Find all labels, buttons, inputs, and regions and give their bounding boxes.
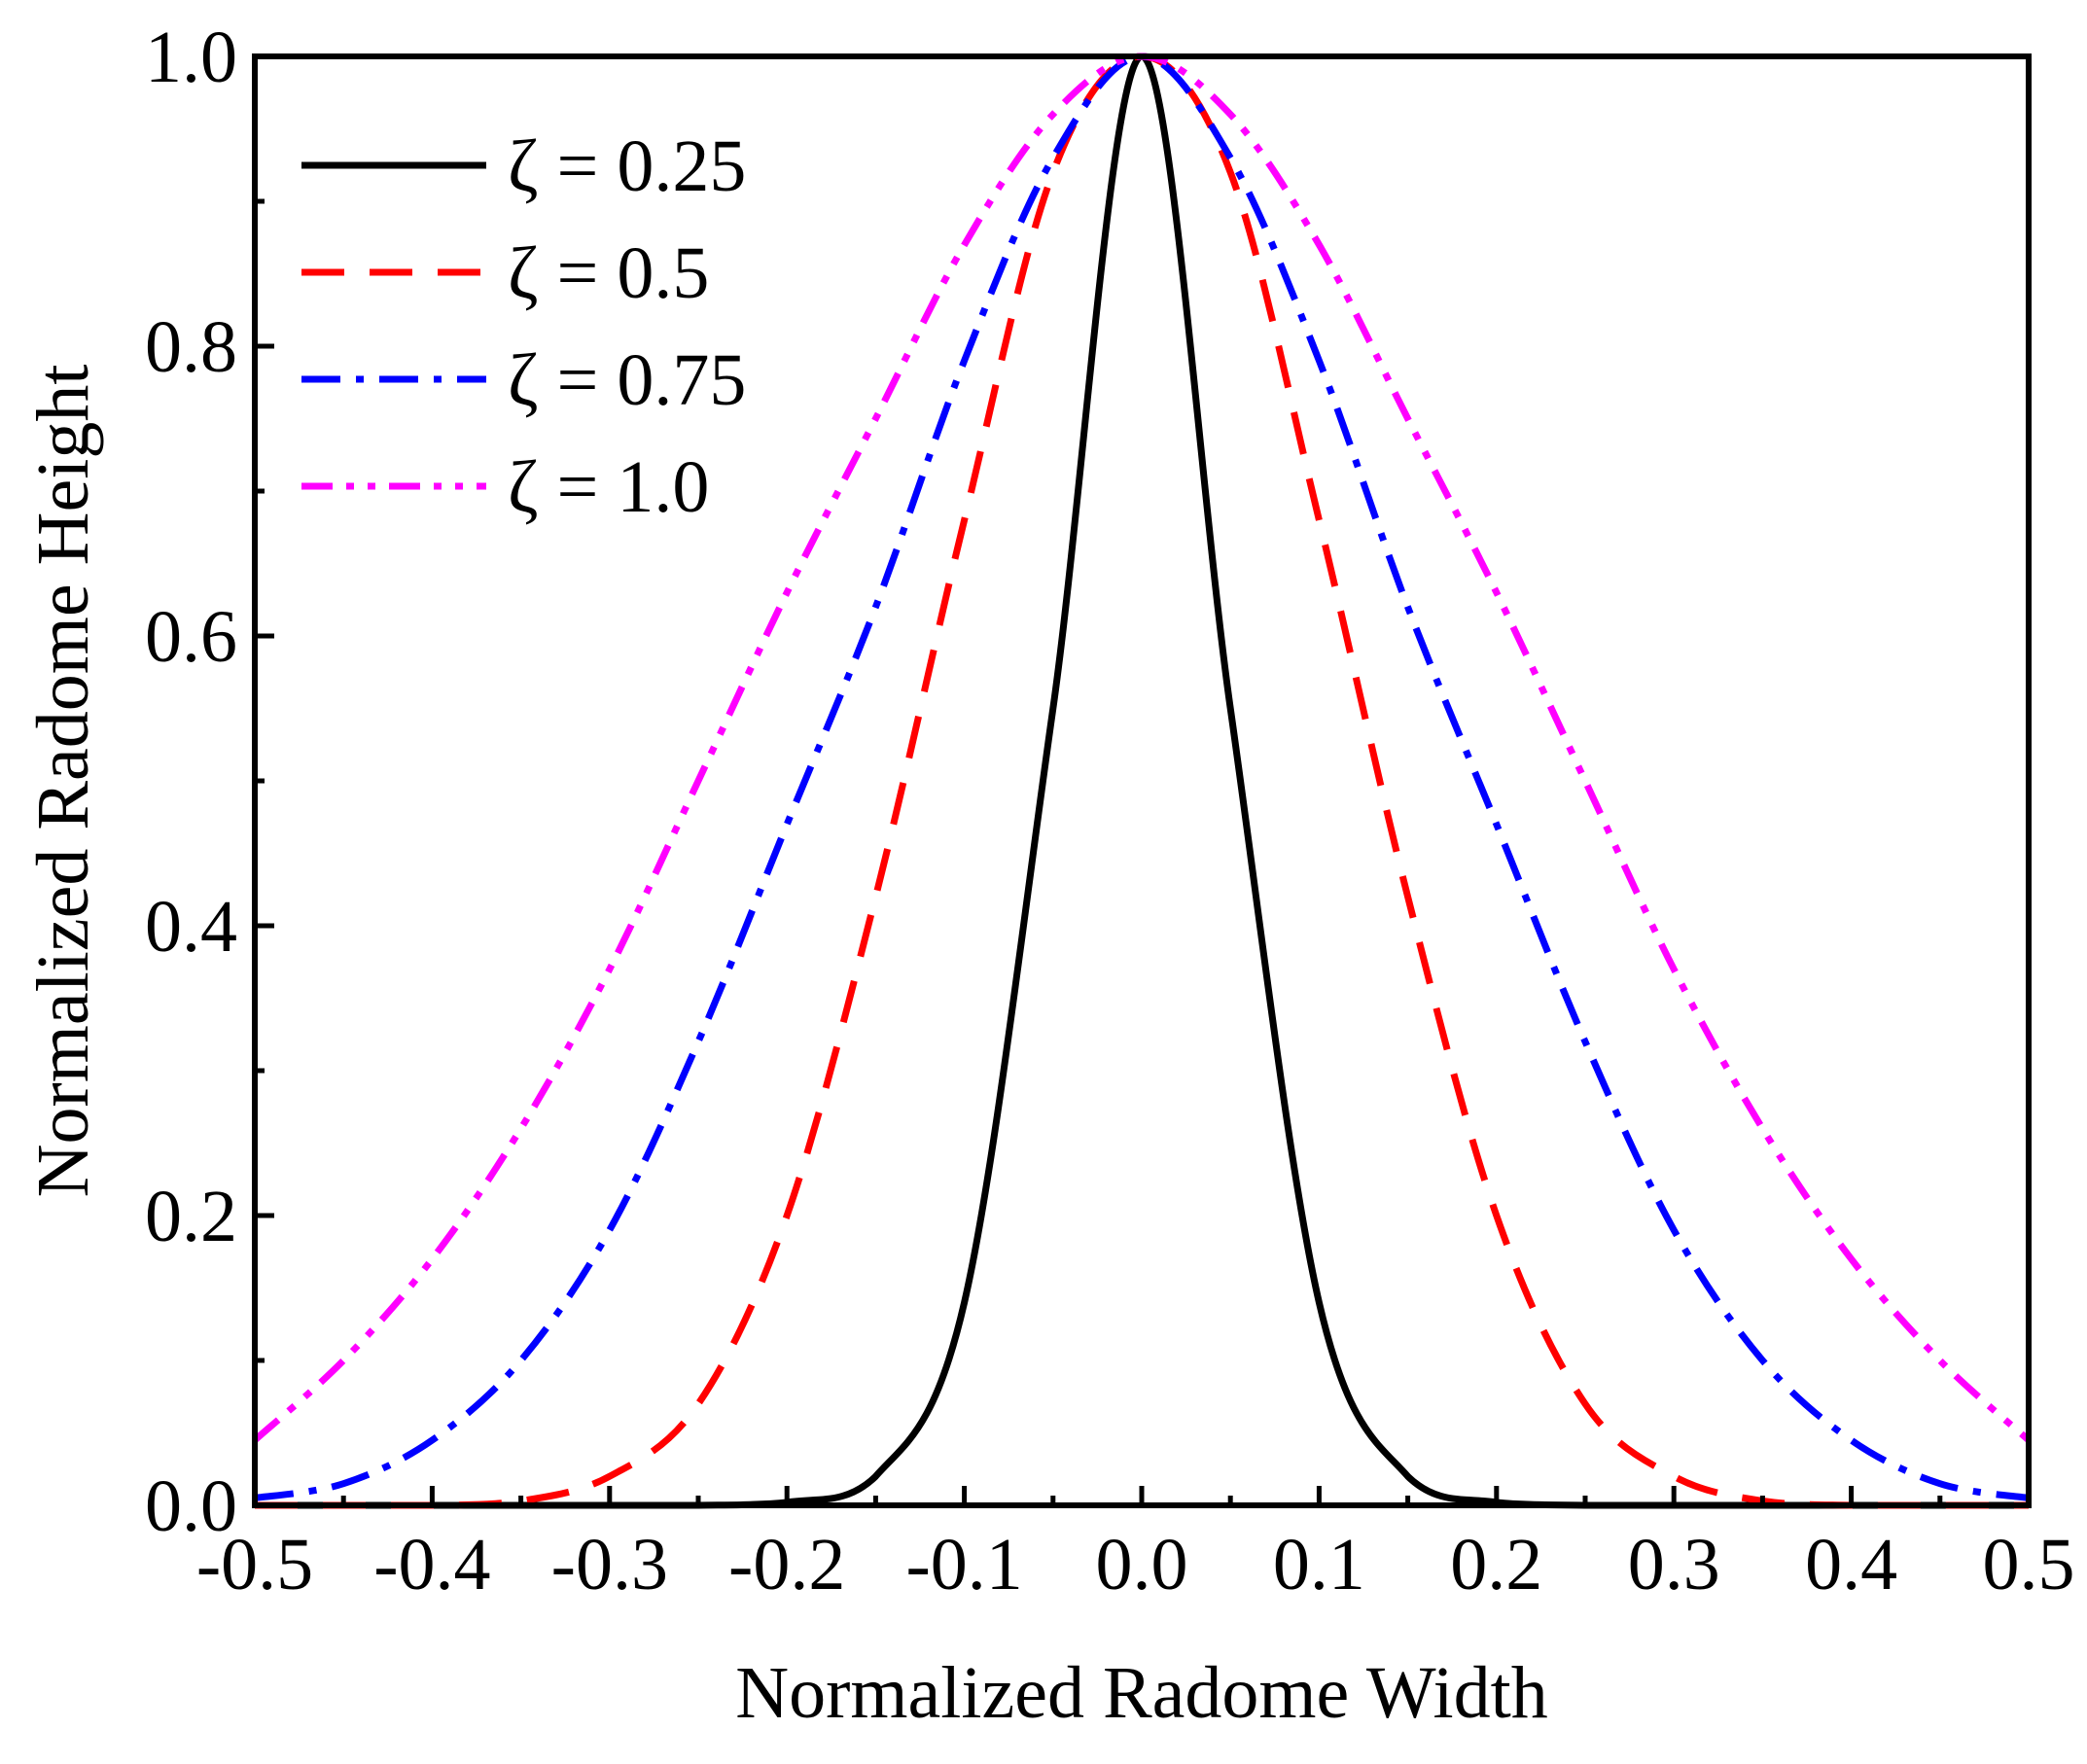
- y-tick-label: 0.2: [145, 1176, 237, 1257]
- x-tick-label: -0.5: [196, 1524, 313, 1605]
- x-tick-label: -0.4: [373, 1524, 490, 1605]
- x-tick-label: 0.4: [1805, 1524, 1897, 1605]
- y-tick-label: 0.0: [145, 1465, 237, 1547]
- x-tick-label: -0.1: [905, 1524, 1022, 1605]
- x-tick-label: -0.2: [728, 1524, 845, 1605]
- legend-label-4: ζ = 1.0: [508, 446, 709, 528]
- x-tick-label: 0.3: [1628, 1524, 1720, 1605]
- x-tick-label: 0.5: [1983, 1524, 2075, 1605]
- y-axis-ticks: 0.0 0.2 0.4 0.6 0.8 1.0: [145, 17, 274, 1547]
- y-tick-label: 0.6: [145, 596, 237, 678]
- legend-label-2: ζ = 0.5: [508, 232, 709, 314]
- y-tick-label: 0.4: [145, 886, 237, 968]
- x-tick-label: -0.3: [551, 1524, 668, 1605]
- x-tick-label: 0.1: [1273, 1524, 1365, 1605]
- x-tick-label: 0.0: [1096, 1524, 1188, 1605]
- y-tick-label: 0.8: [145, 306, 237, 388]
- legend-label-1: ζ = 0.25: [508, 125, 746, 207]
- legend-label-3: ζ = 0.75: [508, 339, 746, 421]
- x-axis-ticks: -0.5 -0.4 -0.3 -0.2 -0.1 0.0 0.1 0.2 0.3 0.4 0.5: [196, 1486, 2075, 1605]
- x-tick-label: 0.2: [1450, 1524, 1542, 1605]
- legend: ζ = 0.25 ζ = 0.5 ζ = 0.75 ζ = 1.0: [301, 125, 746, 528]
- x-axis-title: Normalized Radome Width: [735, 1652, 1548, 1734]
- y-axis-title: Normalized Radome Height: [22, 365, 104, 1198]
- y-tick-label: 1.0: [145, 17, 237, 98]
